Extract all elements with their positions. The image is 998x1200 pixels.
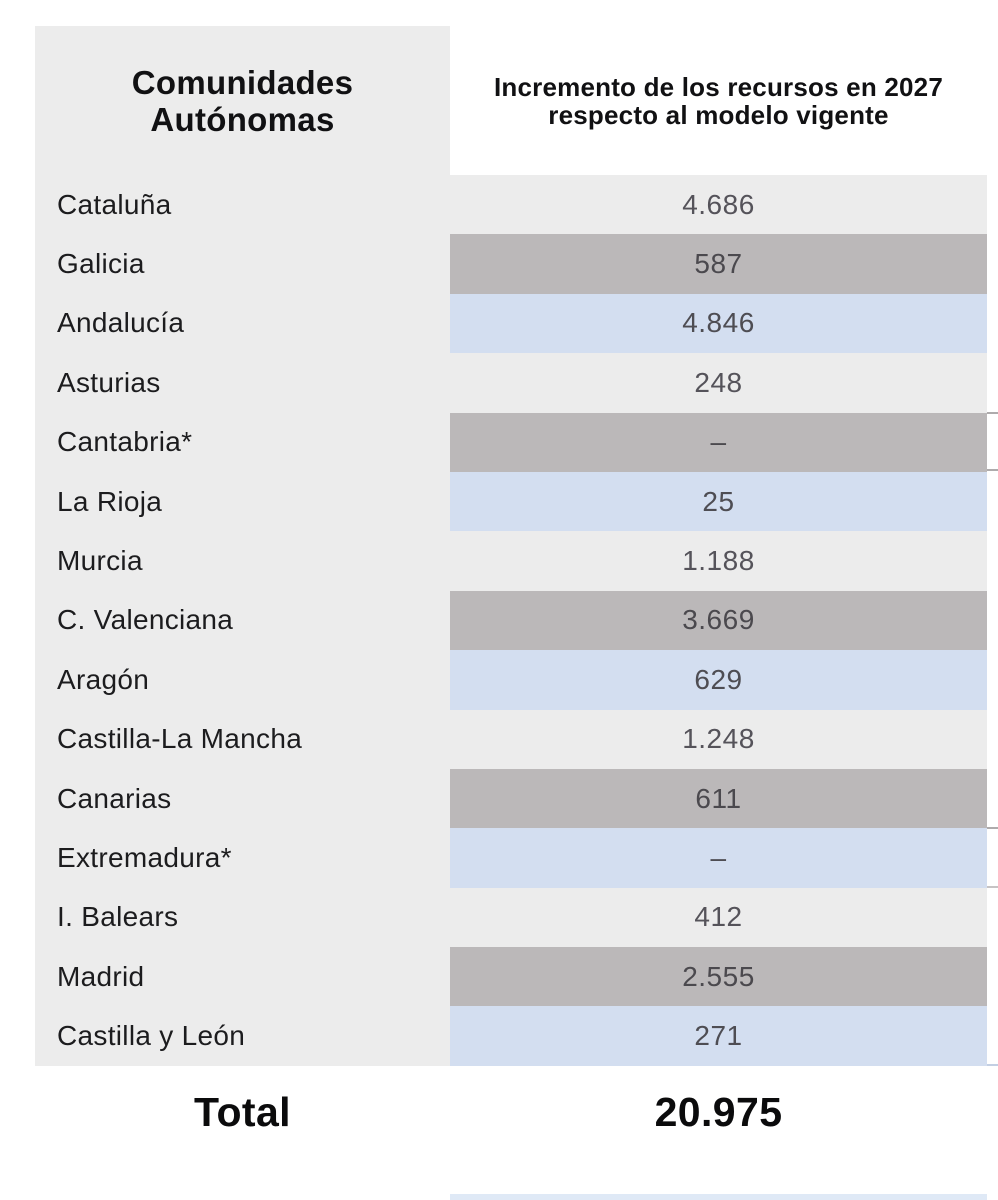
table-row: I. Balears 412: [35, 887, 987, 948]
row-value: 412: [450, 887, 987, 948]
table-row: C. Valenciana 3.669: [35, 590, 987, 651]
row-label: Cantabria*: [35, 412, 450, 472]
row-value: 25: [450, 471, 987, 532]
row-value: 4.686: [450, 175, 987, 235]
table-row: Cataluña 4.686: [35, 175, 987, 235]
total-row: Total 20.975: [35, 1066, 987, 1158]
row-label: I. Balears: [35, 887, 450, 948]
row-label: Andalucía: [35, 293, 450, 354]
row-label: Extremadura*: [35, 828, 450, 888]
total-value: 20.975: [654, 1088, 783, 1135]
table-header-row: Comunidades Autónomas Incremento de los …: [35, 26, 987, 175]
header-communities-label: Comunidades Autónomas: [131, 63, 354, 138]
right-edge-border-artifact: [987, 469, 998, 471]
row-label: Madrid: [35, 947, 450, 1007]
table-row: La Rioja 25: [35, 471, 987, 532]
header-communities: Comunidades Autónomas: [35, 26, 450, 175]
table-row: Madrid 2.555: [35, 947, 987, 1007]
row-value: 611: [450, 768, 987, 829]
row-value: 629: [450, 650, 987, 710]
row-value: 1.248: [450, 709, 987, 769]
table-row: Canarias 611: [35, 768, 987, 829]
row-value: –: [450, 412, 987, 472]
row-label: Galicia: [35, 234, 450, 294]
row-value: 2.555: [450, 947, 987, 1007]
row-value: 4.846: [450, 293, 987, 354]
row-label: Murcia: [35, 531, 450, 591]
right-edge-border-artifact: [987, 1064, 998, 1066]
total-label: Total: [194, 1088, 291, 1135]
table-row: Galicia 587: [35, 234, 987, 294]
row-value: 587: [450, 234, 987, 294]
right-edge-border-artifact: [987, 827, 998, 829]
row-value: 271: [450, 1006, 987, 1066]
row-label: Canarias: [35, 768, 450, 829]
row-label: Cataluña: [35, 175, 450, 235]
row-label: C. Valenciana: [35, 590, 450, 651]
table-row: Cantabria* –: [35, 412, 987, 472]
row-label: Castilla-La Mancha: [35, 709, 450, 769]
table-body: Cataluña 4.686 Galicia 587 Andalucía 4.8…: [35, 175, 987, 1066]
header-increment: Incremento de los recursos en 2027 respe…: [450, 26, 987, 175]
row-label: Asturias: [35, 353, 450, 413]
row-label: La Rioja: [35, 471, 450, 532]
table-row: Castilla y León 271: [35, 1006, 987, 1066]
row-value: 1.188: [450, 531, 987, 591]
table-row: Extremadura* –: [35, 828, 987, 888]
table-row: Andalucía 4.846: [35, 293, 987, 354]
row-value: 248: [450, 353, 987, 413]
bottom-blue-strip: [450, 1194, 987, 1200]
table-row: Asturias 248: [35, 353, 987, 413]
table-row: Murcia 1.188: [35, 531, 987, 591]
right-edge-border-artifact: [987, 886, 998, 888]
right-edge-border-artifact: [987, 412, 998, 414]
row-label: Aragón: [35, 650, 450, 710]
table-row: Castilla-La Mancha 1.248: [35, 709, 987, 769]
row-label: Castilla y León: [35, 1006, 450, 1066]
header-increment-label: Incremento de los recursos en 2027 respe…: [494, 71, 943, 130]
table-row: Aragón 629: [35, 650, 987, 710]
data-table: Comunidades Autónomas Incremento de los …: [35, 26, 987, 1066]
row-value: –: [450, 828, 987, 888]
row-value: 3.669: [450, 590, 987, 651]
